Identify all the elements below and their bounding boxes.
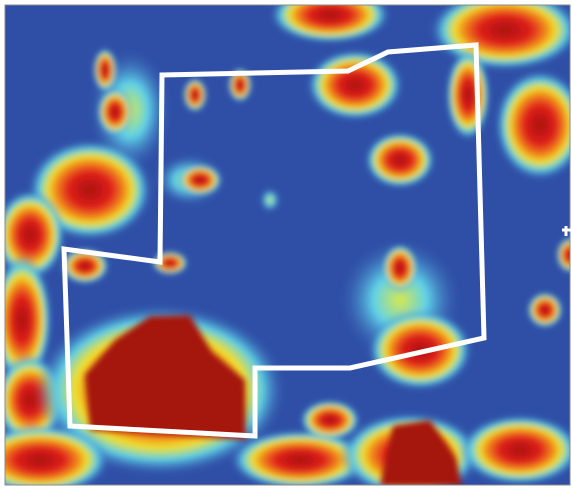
frame [4, 4, 571, 486]
core-region [85, 315, 246, 440]
edge-marker [562, 226, 572, 236]
core-region [380, 420, 462, 485]
boundary-outline [61, 42, 487, 439]
